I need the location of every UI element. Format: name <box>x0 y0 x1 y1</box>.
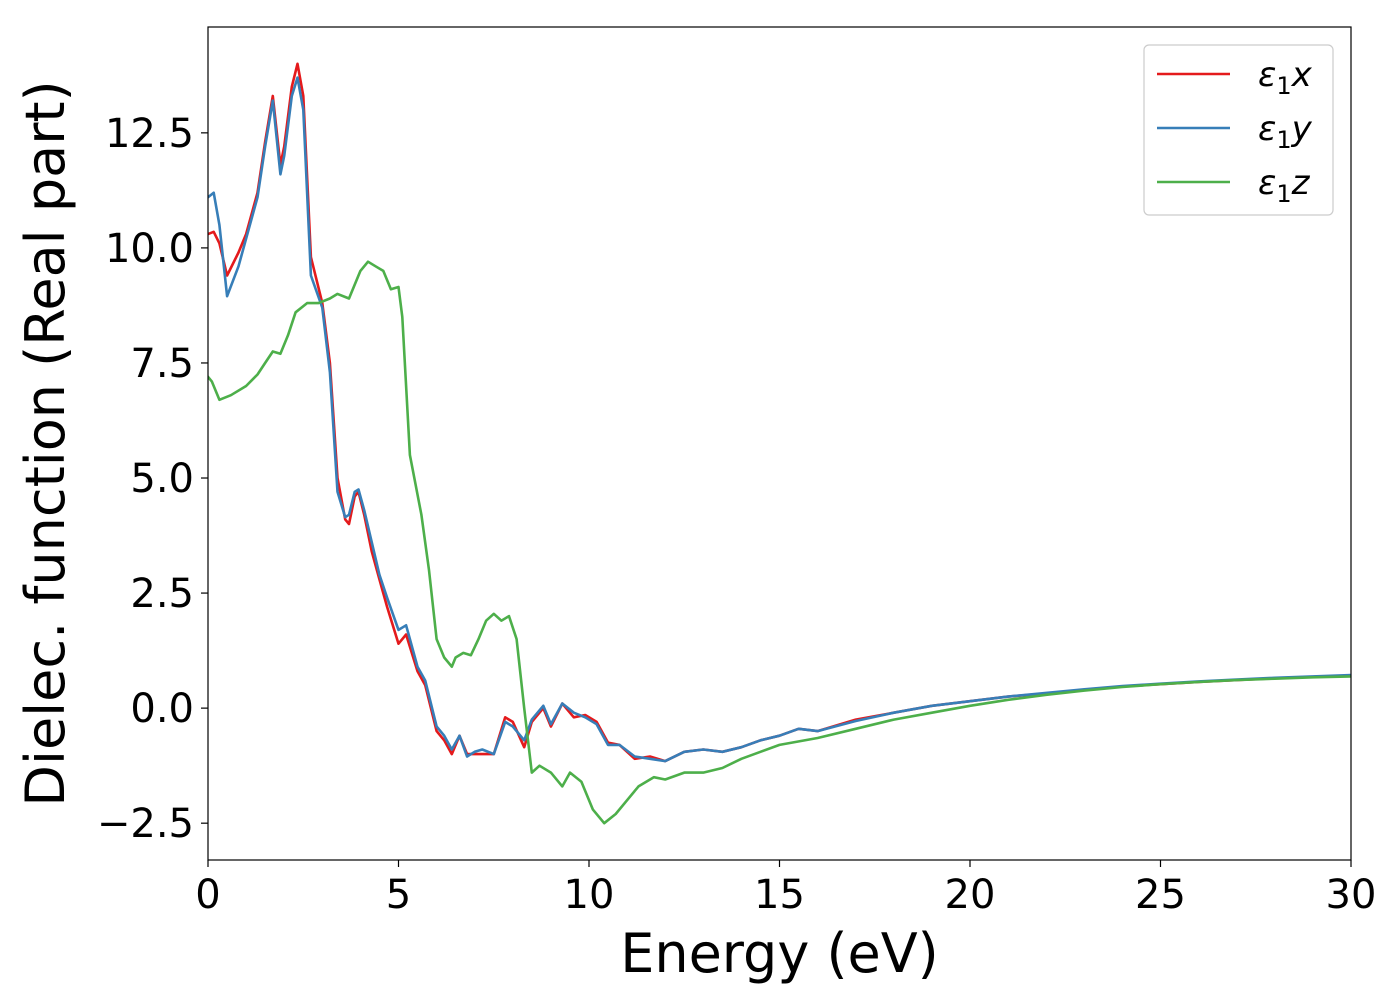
x-axis: 0 5 10 15 20 25 30 <box>195 860 1376 918</box>
y-tick-label: 2.5 <box>130 571 194 617</box>
x-tick-label: 30 <box>1326 872 1377 918</box>
x-axis-title: Energy (eV) <box>620 922 939 985</box>
y-tick-label: 5.0 <box>130 456 194 502</box>
x-tick-label: 15 <box>754 872 805 918</box>
y-tick-label: 7.5 <box>130 341 194 387</box>
legend-label-y: ε1y <box>1258 109 1313 154</box>
series-layer <box>208 62 1351 825</box>
y-tick-label: −2.5 <box>97 801 194 847</box>
x-tick-label: 5 <box>386 872 411 918</box>
y-axis-title: Dielec. function (Real part) <box>14 80 77 806</box>
y-tick-label: 12.5 <box>105 111 194 157</box>
x-tick-label: 0 <box>195 872 220 918</box>
y-tick-label: 10.0 <box>105 226 194 272</box>
series-line-y <box>208 76 1351 763</box>
y-axis: −2.5 0.0 2.5 5.0 7.5 10.0 12.5 <box>97 111 208 847</box>
y-tick-label: 0.0 <box>130 686 194 732</box>
legend-label-z: ε1z <box>1258 163 1311 208</box>
legend-label-x: ε1x <box>1258 55 1313 100</box>
series-line-z <box>208 260 1351 825</box>
legend-box <box>1143 44 1334 216</box>
x-tick-label: 10 <box>564 872 615 918</box>
x-tick-label: 20 <box>945 872 996 918</box>
legend: ε1x ε1y ε1z <box>1143 44 1334 216</box>
x-tick-label: 25 <box>1135 872 1186 918</box>
